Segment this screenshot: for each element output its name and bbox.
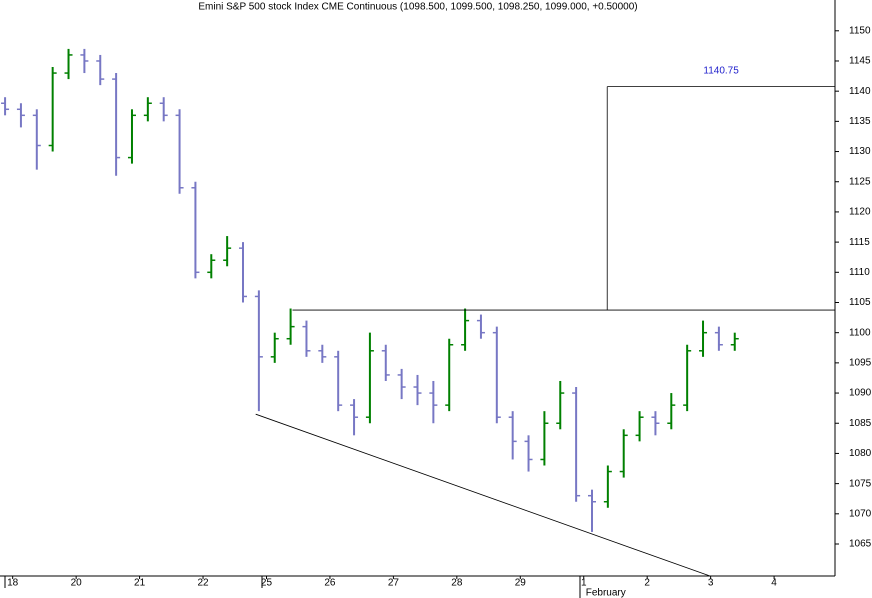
x-tick-label: 26 <box>324 578 336 589</box>
x-tick-label: 4 <box>771 578 777 589</box>
y-tick-label: 1080 <box>849 448 872 459</box>
x-tick-label: 1 <box>581 578 587 589</box>
y-tick-label: 1075 <box>849 478 872 489</box>
chart-title: Emini S&P 500 stock Index CME Continuous… <box>198 2 637 13</box>
y-tick-label: 1135 <box>849 116 871 127</box>
y-tick-label: 1150 <box>849 25 871 36</box>
x-tick-label: 20 <box>71 578 83 589</box>
y-tick-label: 1070 <box>849 508 872 519</box>
y-tick-label: 1095 <box>849 358 872 369</box>
x-tick-label: 3 <box>708 578 714 589</box>
x-tick-label: 29 <box>515 578 527 589</box>
y-tick-label: 1105 <box>849 297 871 308</box>
x-tick-label: 2 <box>644 578 650 589</box>
y-tick-label: 1120 <box>849 207 871 218</box>
y-tick-label: 1110 <box>849 267 870 278</box>
month-label: February <box>586 588 626 598</box>
y-tick-label: 1145 <box>849 56 871 67</box>
y-tick-label: 1065 <box>849 539 872 550</box>
x-tick-label: 27 <box>388 578 400 589</box>
target-label: 1140.75 <box>703 65 739 76</box>
x-tick-label: 25 <box>261 578 273 589</box>
trendline <box>255 413 711 577</box>
y-tick-label: 1115 <box>849 237 870 248</box>
x-tick-label: 21 <box>134 578 146 589</box>
x-tick-label: 28 <box>451 578 463 589</box>
y-tick-label: 1140 <box>849 86 871 97</box>
x-tick-label: 18 <box>7 578 19 589</box>
y-tick-label: 1085 <box>849 418 872 429</box>
y-tick-label: 1130 <box>849 146 871 157</box>
y-tick-label: 1125 <box>849 176 871 187</box>
y-tick-label: 1100 <box>849 327 871 338</box>
y-tick-label: 1090 <box>849 388 872 399</box>
x-tick-label: 22 <box>197 578 209 589</box>
